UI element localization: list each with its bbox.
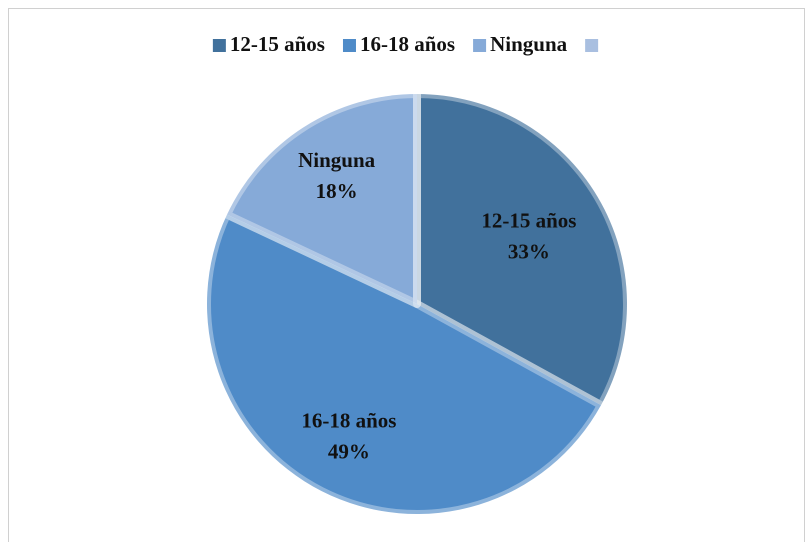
legend-label: 12-15 años <box>230 32 325 56</box>
slice-value-label: 33% <box>508 240 550 264</box>
slice-label: 16-18 años <box>301 408 396 432</box>
slice-label: 12-15 años <box>481 209 576 233</box>
legend-swatch <box>473 39 487 52</box>
pie-slice <box>222 90 421 308</box>
slice-value-label: 49% <box>328 439 370 463</box>
legend-label: 16-18 años <box>360 32 455 56</box>
slice-value-label: 18% <box>316 179 358 203</box>
legend-label: Ninguna <box>490 32 568 56</box>
legend-swatch <box>342 39 356 52</box>
pie-slice <box>203 210 606 518</box>
legend-swatch <box>585 39 599 52</box>
pie-slice <box>413 90 631 410</box>
legend-swatch <box>212 39 226 52</box>
legend: 12-15 años 16-18 años Ninguna <box>212 32 599 56</box>
slice-label: Ninguna <box>298 148 376 172</box>
